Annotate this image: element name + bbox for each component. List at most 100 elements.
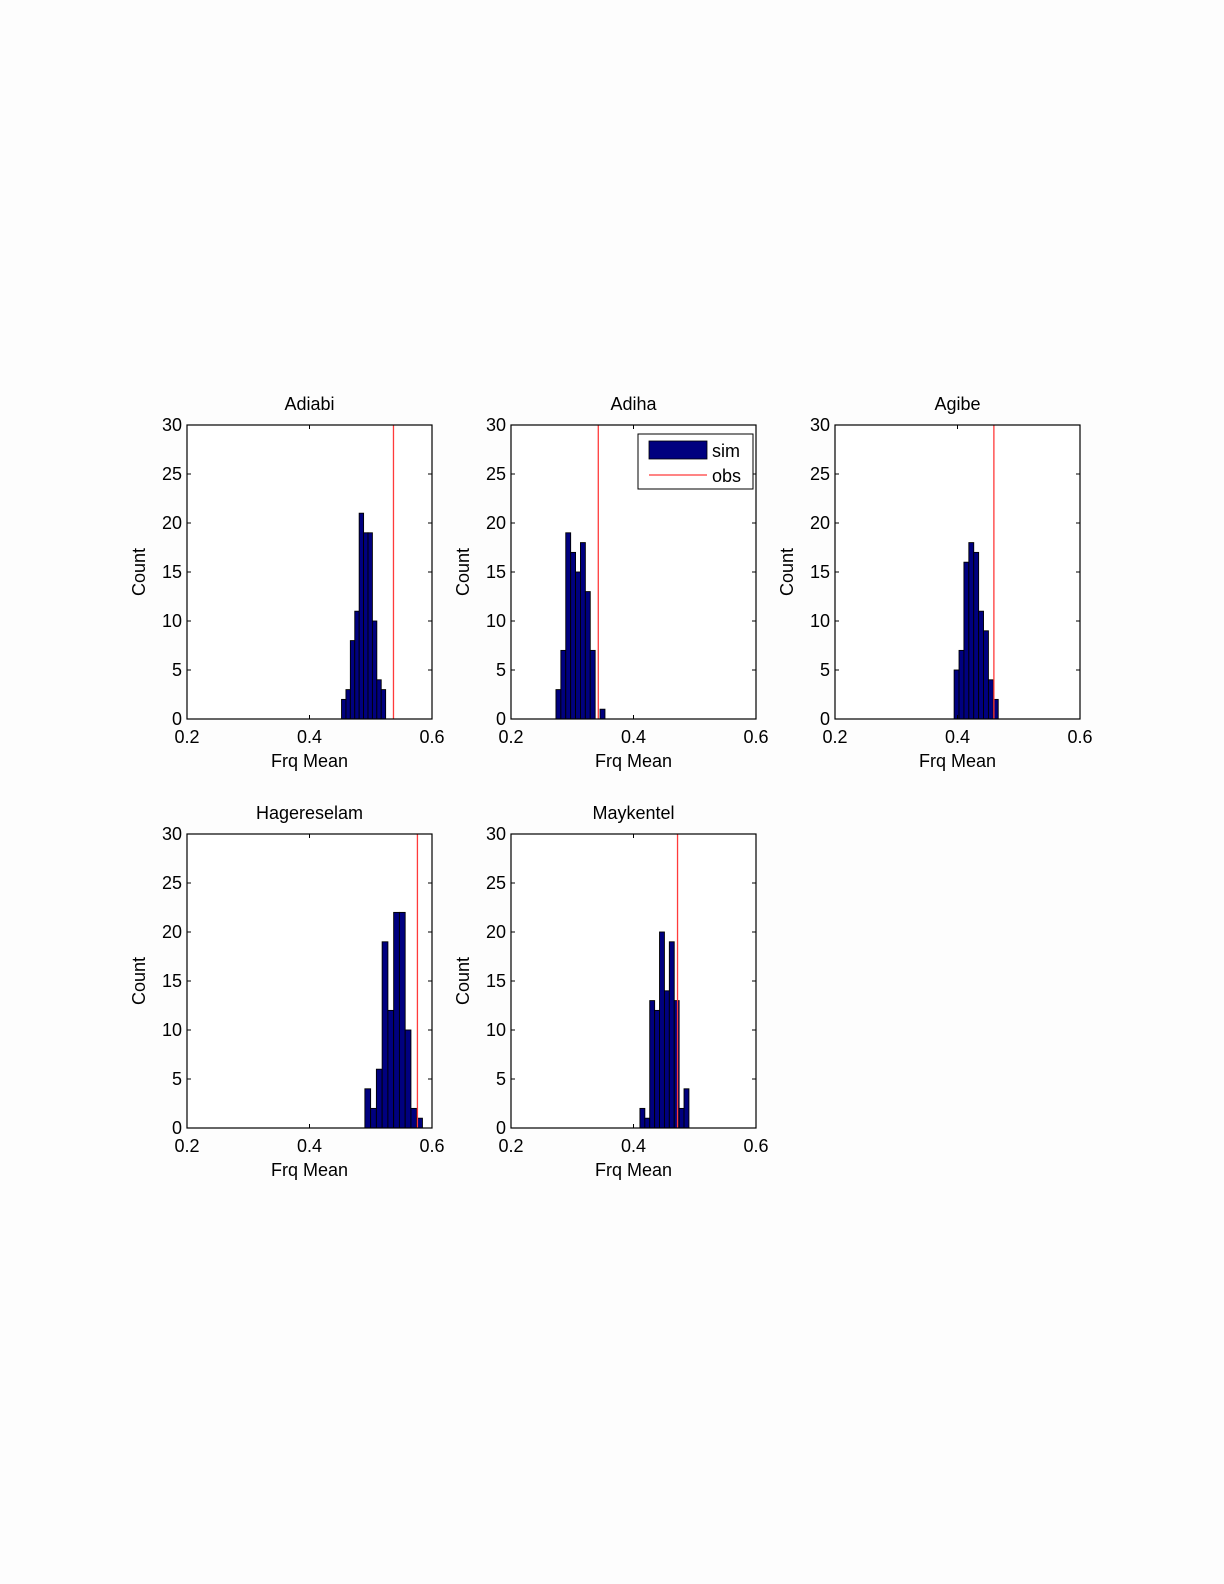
histogram-bar [575,571,581,720]
y-tick-label: 5 [172,1069,182,1089]
x-axis-label: Frq Mean [595,1160,672,1180]
x-tick-label: 0.2 [498,1136,523,1156]
y-tick-label: 0 [172,1118,182,1138]
subplot-title: Agibe [934,394,980,414]
x-tick-label: 0.4 [945,727,970,747]
y-tick-label: 30 [162,824,182,844]
y-tick-label: 15 [486,562,506,582]
x-axis-label: Frq Mean [595,751,672,771]
x-tick-label: 0.2 [822,727,847,747]
y-tick-label: 0 [496,1118,506,1138]
histogram-bar [363,532,369,720]
y-tick-label: 0 [496,709,506,729]
x-tick-label: 0.6 [743,1136,768,1156]
y-axis-label: Count [453,957,473,1005]
histogram-bar [354,610,360,720]
histogram-bar [683,1088,690,1129]
y-tick-label: 30 [810,415,830,435]
x-tick-label: 0.2 [498,727,523,747]
histogram-bar [654,1009,660,1129]
x-tick-label: 0.6 [419,727,444,747]
y-tick-label: 10 [162,611,182,631]
histogram-bar [978,610,984,720]
legend-obs-label: obs [712,466,741,486]
histogram-bar [341,698,347,720]
histogram-bar [659,931,665,1129]
subplot-adiha: 0.2 0.4 0.6 0 5 10 15 20 25 30 Adiha Frq Mean Count s… [453,394,769,771]
histogram-bar [963,561,970,720]
histogram-bar [953,669,960,720]
y-tick-label: 25 [162,873,182,893]
subplot-title: Adiha [610,394,657,414]
histogram-bar [673,1000,680,1129]
x-tick-label: 0.6 [419,1136,444,1156]
y-tick-label: 20 [486,513,506,533]
x-tick-label: 0.4 [621,1136,646,1156]
histogram-bar [381,941,389,1129]
histogram-bar [987,679,994,720]
subplot-agibe: 0.2 0.4 0.6 0 5 10 15 20 25 30 Agibe Frq Mean Count [777,394,1093,771]
histogram-bar [375,1068,383,1129]
x-tick-label: 0.4 [297,727,322,747]
y-tick-label: 20 [810,513,830,533]
y-tick-label: 15 [486,971,506,991]
histogram-bar [560,649,567,720]
histogram-bar [376,679,382,720]
histogram-bar [370,1107,377,1129]
histogram-bar [398,911,406,1129]
histogram-bar [349,640,356,720]
y-tick-label: 0 [172,709,182,729]
x-tick-label: 0.2 [174,1136,199,1156]
y-tick-label: 5 [496,660,506,680]
histogram-bar [584,591,591,720]
subplot-hagereselam: 0.2 0.4 0.6 0 5 10 15 20 25 30 Hagereselam Frq Mean… [129,803,445,1180]
subplot-title: Adiabi [284,394,334,414]
y-tick-label: 25 [162,464,182,484]
histogram-bar [968,542,975,720]
histogram-bar [639,1107,646,1129]
y-axis-label: Count [129,548,149,596]
histogram-bar [367,532,373,720]
legend: sim obs [637,433,754,490]
y-tick-label: 10 [162,1020,182,1040]
histogram-bar [358,512,365,720]
y-tick-label: 5 [172,660,182,680]
y-axis-label: Count [129,957,149,1005]
x-tick-label: 0.2 [174,727,199,747]
histogram-bar [649,1000,656,1129]
histogram-bar [404,1029,412,1129]
histogram-bar [580,542,586,720]
histogram-bar [380,689,387,720]
histogram-bar [555,689,562,720]
x-tick-label: 0.6 [743,727,768,747]
y-tick-label: 20 [486,922,506,942]
subplot-title: Maykentel [592,803,674,823]
histogram-bar [393,911,400,1129]
subplot-adiabi: 0.2 0.4 0.6 0 5 10 15 20 25 30 Adiabi Frq Mean Count [129,394,445,771]
x-tick-label: 0.6 [1067,727,1092,747]
histogram-bar [973,551,980,720]
plot-area [187,425,432,719]
y-tick-label: 15 [162,562,182,582]
histogram-bar [345,689,351,720]
y-tick-label: 15 [162,971,182,991]
histogram-bar [644,1117,651,1129]
histogram-bar [668,941,675,1129]
y-tick-label: 20 [162,513,182,533]
y-tick-label: 30 [486,824,506,844]
y-tick-label: 0 [820,709,830,729]
x-axis-label: Frq Mean [271,1160,348,1180]
y-tick-label: 25 [810,464,830,484]
y-tick-label: 30 [162,415,182,435]
y-tick-label: 5 [820,660,830,680]
histogram-bar [958,649,965,720]
histogram-bar [371,620,378,720]
y-tick-label: 20 [162,922,182,942]
histogram-bar [565,532,572,720]
y-tick-label: 25 [486,464,506,484]
plot-area [511,834,756,1128]
y-tick-label: 10 [486,1020,506,1040]
legend-sim-swatch [648,440,708,460]
histogram-bar [387,1009,395,1129]
